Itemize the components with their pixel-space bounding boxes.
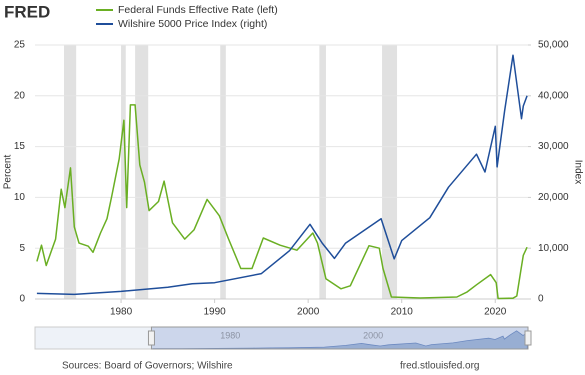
y-tick-label: 20: [14, 90, 26, 101]
y2-tick-label: 0: [538, 294, 544, 305]
y-tick-label: 0: [19, 294, 25, 305]
y2-tick-label: 40,000: [538, 90, 569, 101]
y-tick-label: 5: [19, 243, 25, 254]
y-tick-label: 10: [14, 192, 26, 203]
x-tick-label: 1980: [110, 307, 133, 318]
y-tick-label: 15: [14, 141, 26, 152]
recession-band: [121, 45, 126, 299]
y2-axis-title: Index: [572, 160, 583, 184]
x-tick-label: 1990: [203, 307, 226, 318]
x-tick-label: 2010: [391, 307, 414, 318]
site-link[interactable]: fred.stlouisfed.org: [400, 361, 480, 372]
source-note: Sources: Board of Governors; Wilshire: [62, 361, 233, 372]
recession-band: [382, 45, 398, 299]
series-line: [36, 54, 528, 296]
series-line: [36, 104, 528, 300]
y2-tick-label: 20,000: [538, 192, 569, 203]
recession-band: [496, 45, 499, 299]
navigator-tick-label: 1980: [220, 330, 240, 340]
y-tick-label: 25: [14, 40, 26, 51]
recession-band: [319, 45, 326, 299]
navigator-selection[interactable]: [150, 326, 529, 350]
recession-band: [220, 45, 226, 299]
y2-tick-label: 50,000: [538, 40, 569, 51]
x-tick-label: 2020: [484, 307, 507, 318]
y2-tick-label: 30,000: [538, 141, 569, 152]
x-tick-label: 2000: [297, 307, 320, 318]
legend-label: Wilshire 5000 Price Index (right): [118, 18, 267, 30]
navigator-handle[interactable]: [147, 330, 155, 346]
navigator-handle[interactable]: [524, 330, 532, 346]
legend-label: Federal Funds Effective Rate (left): [118, 4, 278, 16]
logo: FRED: [4, 2, 50, 21]
navigator-tick-label: 2000: [363, 330, 383, 340]
navigator-area: [152, 330, 528, 350]
y2-tick-label: 10,000: [538, 243, 569, 254]
y-axis-title: Percent: [3, 155, 14, 190]
